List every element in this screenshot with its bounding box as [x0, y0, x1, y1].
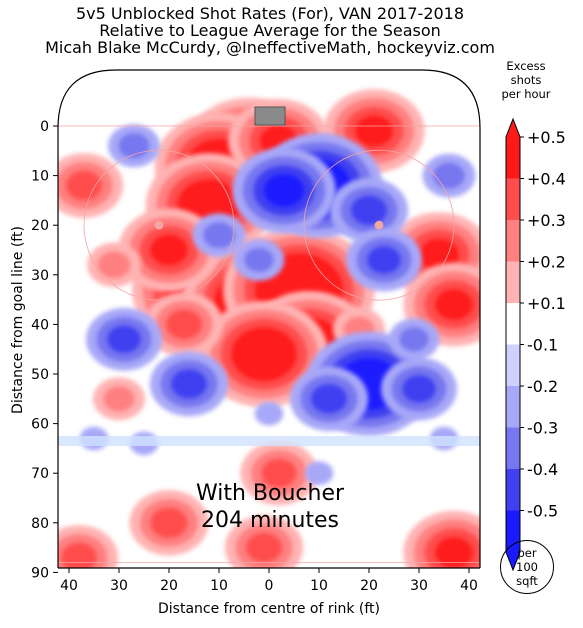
colorbar-segment: [506, 386, 520, 428]
unit-badge: per 100 sqft: [500, 540, 554, 594]
colorbar-label: +0.1: [527, 294, 566, 313]
y-axis-label: Distance from goal line (ft): [10, 226, 26, 414]
colorbar-title-line-2: shots: [510, 73, 542, 87]
y-tick-label: 70: [31, 466, 49, 482]
unit-badge-line-2: 100: [516, 560, 538, 574]
chart-title-line-3: Micah Blake McCurdy, @IneffectiveMath, h…: [45, 38, 495, 57]
colorbar-segment: [506, 303, 520, 345]
heatmap-spot-21: [403, 510, 480, 568]
heatmap-spot-22: [58, 525, 119, 568]
colorbar-title-line-1: Excess: [506, 59, 546, 73]
heatmap-spot-37: [254, 401, 284, 426]
colorbar: +0.5 +0.4 +0.3 +0.2 +0.1 -0.1 -0.2 -0.3 -0.4 -0.5: [505, 117, 566, 572]
colorbar-label: -0.4: [527, 460, 558, 479]
faceoff-dot-left: [154, 220, 164, 230]
colorbar-label: -0.2: [527, 377, 558, 396]
x-tick-label: 40: [60, 578, 78, 594]
heatmap-spot-16: [87, 242, 141, 288]
heatmap-spot-27: [346, 228, 422, 292]
colorbar-segment: [506, 469, 520, 511]
axes: 0 10 20 30 40 50 60 70 80 90 40 30 20 10 0 10 20 30 40 Dist…: [10, 119, 478, 617]
faceoff-circle-right: [303, 149, 455, 301]
heatmap-spot-15: [58, 153, 124, 218]
y-tick-label: 10: [31, 169, 49, 185]
heatmap-spot-29: [289, 366, 369, 432]
y-tick-label: 80: [31, 516, 49, 532]
y-tick-label: 60: [31, 417, 49, 433]
chart-title-line-2: Relative to League Average for the Seaso…: [99, 21, 441, 40]
colorbar-label: +0.5: [527, 128, 566, 147]
y-tick-label: 20: [31, 218, 49, 234]
faceoff-circle-left: [83, 149, 235, 301]
x-tick-label: 30: [110, 578, 128, 594]
y-tick-label: 30: [31, 268, 49, 284]
heatmap-spot-36: [388, 318, 440, 361]
heatmap-spot-42: [233, 239, 285, 281]
colorbar-label: +0.2: [527, 253, 566, 272]
heatmap-spot-33: [381, 357, 457, 421]
chart-title-line-1: 5v5 Unblocked Shot Rates (For), VAN 2017…: [75, 4, 465, 23]
colorbar-label: -0.3: [527, 419, 558, 438]
colorbar-segment: [506, 137, 520, 179]
heatmap-spot-35: [422, 153, 476, 198]
heatmap-spot-23: [93, 377, 145, 421]
x-tick-label: 0: [265, 578, 274, 594]
y-tick-label: 0: [40, 119, 49, 135]
heatmap-spot-32: [86, 307, 162, 371]
rink-markings: [58, 125, 480, 563]
faceoff-dot-right: [374, 220, 384, 230]
blue-line-band: [58, 436, 480, 446]
heatmap-spot-25: [232, 147, 336, 234]
heatmap-layer: [58, 89, 480, 568]
colorbar-label: -0.5: [527, 502, 558, 521]
colorbar-segment: [506, 261, 520, 303]
colorbar-arrow-top: [506, 119, 520, 137]
heatmap-spot-38: [304, 461, 334, 485]
unit-badge-line-3: sqft: [516, 574, 538, 588]
colorbar-label: +0.3: [527, 211, 566, 230]
y-tick-label: 90: [31, 565, 49, 581]
colorbar-segment: [506, 427, 520, 469]
x-tick-label: 10: [210, 578, 228, 594]
annotation-line-2: 204 minutes: [201, 508, 339, 533]
colorbar-segment: [506, 344, 520, 386]
heatmap-spot-18: [240, 441, 318, 506]
unit-badge-line-1: per: [517, 546, 537, 560]
colorbar-segment: [506, 220, 520, 262]
colorbar-title-line-3: per hour: [501, 87, 551, 101]
heatmap-spot-19: [129, 490, 209, 556]
x-tick-label: 20: [360, 578, 378, 594]
colorbar-label: +0.4: [527, 170, 566, 189]
heatmap-spot-26: [329, 178, 409, 243]
annotation-line-1: With Boucher: [196, 481, 345, 506]
heatmap-spot-20: [224, 515, 304, 568]
x-tick-label: 30: [410, 578, 428, 594]
heatmap-spot-30: [149, 351, 229, 417]
colorbar-label: -0.1: [527, 336, 558, 355]
heatmap-spot-8: [199, 300, 329, 408]
x-tick-label: 10: [310, 578, 328, 594]
heatmap-spot-10: [144, 292, 224, 357]
x-tick-label: 20: [160, 578, 178, 594]
x-tick-label: 40: [460, 578, 478, 594]
heatmap-spot-34: [108, 124, 160, 168]
y-tick-label: 50: [31, 367, 49, 383]
y-tick-label: 40: [31, 317, 49, 333]
heatmap-spot-31: [192, 213, 246, 257]
rink-outline: [57, 69, 481, 568]
colorbar-segment: [506, 178, 520, 220]
x-axis-label: Distance from centre of rink (ft): [158, 601, 380, 617]
goal-net: [254, 106, 286, 126]
